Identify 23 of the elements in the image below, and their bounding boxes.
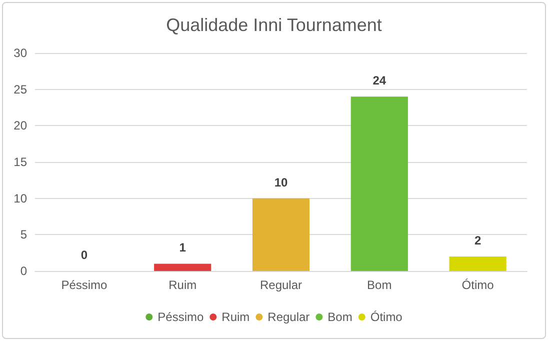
legend-label: Regular <box>268 310 310 324</box>
y-tick-label: 25 <box>14 82 28 96</box>
x-tick-label: Péssimo <box>61 278 108 292</box>
y-tick-label: 20 <box>14 118 28 133</box>
data-label: 10 <box>274 175 288 190</box>
data-label: 1 <box>179 240 186 255</box>
x-tick-label: Ruim <box>168 278 197 292</box>
y-tick-label: 5 <box>20 228 28 242</box>
y-tick-label: 15 <box>14 155 28 169</box>
legend-label: Péssimo <box>158 310 204 324</box>
y-tick-label: 0 <box>20 264 28 278</box>
legend-label: Ruim <box>222 310 250 324</box>
legend-label: Bom <box>328 310 352 324</box>
chart-title: Qualidade Inni Tournament <box>166 15 382 35</box>
data-label: 2 <box>474 233 482 248</box>
data-label: 24 <box>372 74 386 88</box>
x-tick-label: Ótimo <box>462 278 494 292</box>
y-tick-label: 10 <box>14 191 28 206</box>
data-label: 0 <box>80 248 88 262</box>
legend-label: Ótimo <box>370 310 403 324</box>
y-tick-label: 30 <box>14 46 28 60</box>
x-tick-label: Regular <box>260 278 302 292</box>
x-tick-label: Bom <box>367 278 392 292</box>
